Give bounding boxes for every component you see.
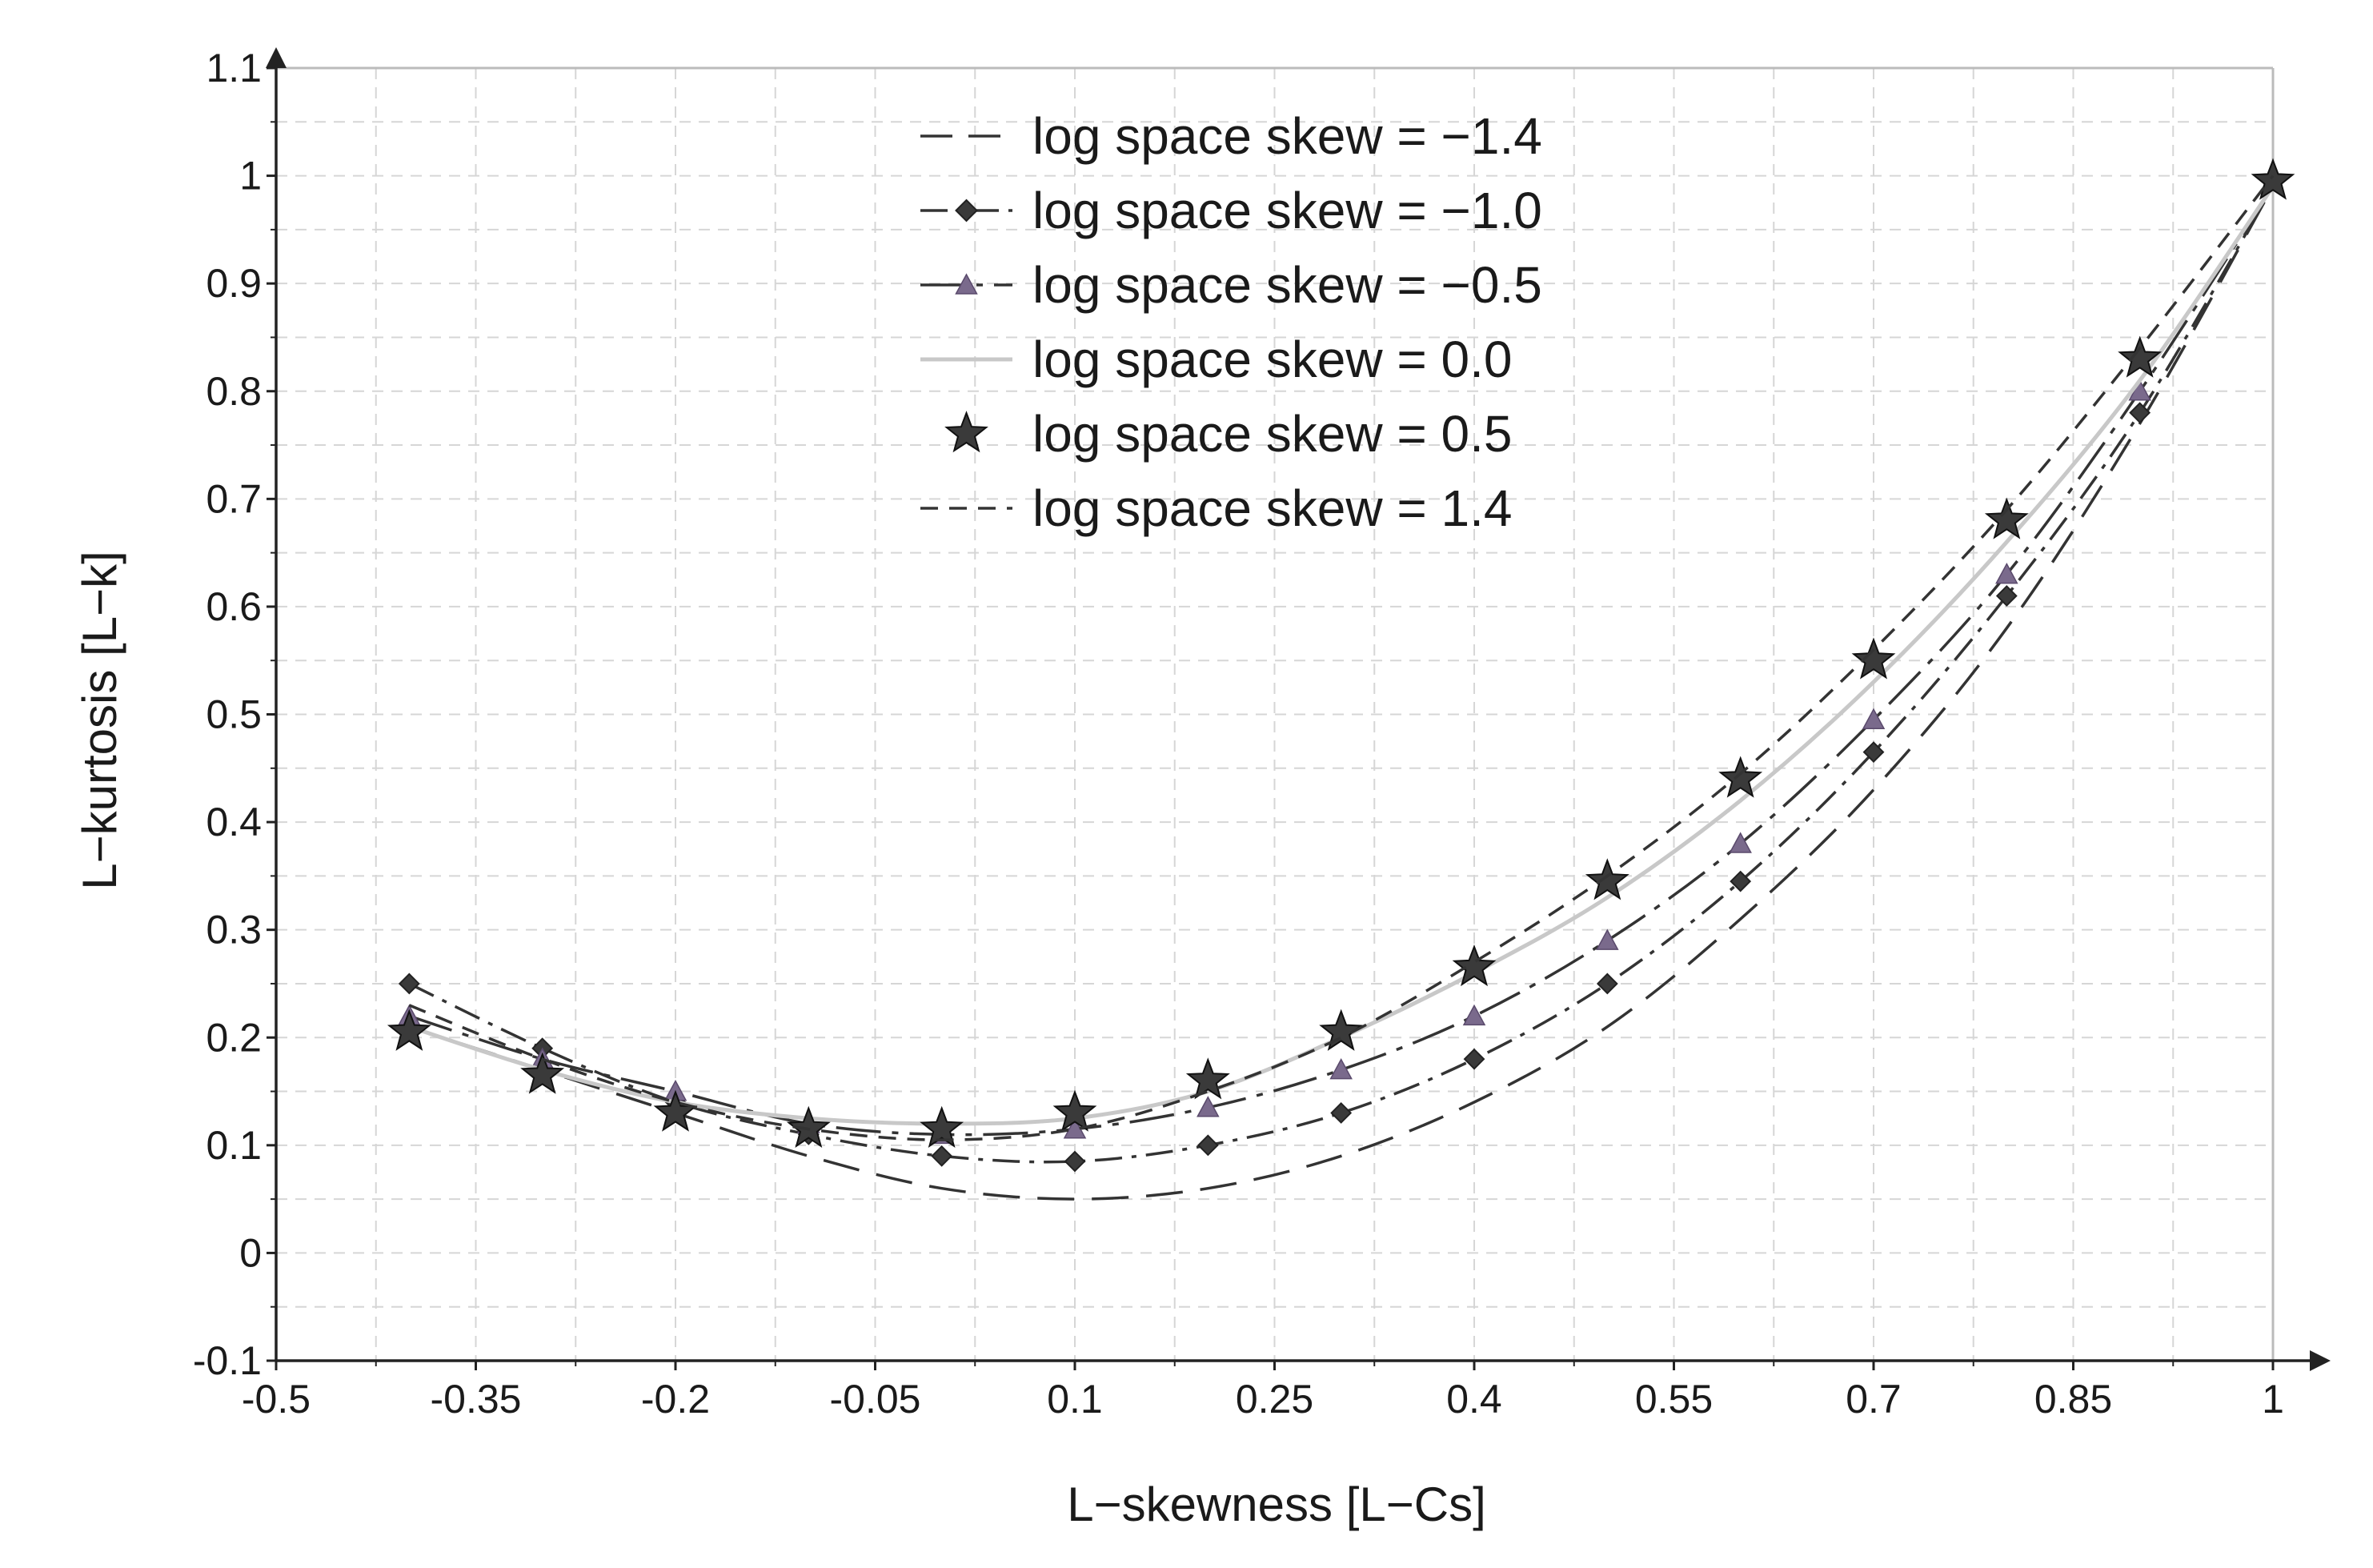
diamond-marker xyxy=(1330,1102,1353,1124)
x-tick-label: -0.5 xyxy=(242,1377,311,1422)
diamond-marker xyxy=(1862,741,1885,764)
legend-label: log space skew = 0.5 xyxy=(1032,405,1512,463)
triangle-marker xyxy=(1462,1004,1486,1026)
x-tick-label: 0.85 xyxy=(2034,1377,2112,1422)
triangle-marker xyxy=(1729,832,1752,853)
star-marker xyxy=(786,1105,831,1149)
y-tick-label: 0.6 xyxy=(206,584,262,629)
legend-item: log space skew = 1.4 xyxy=(920,479,1512,537)
y-axis-title: L−kurtosis [L−k] xyxy=(73,551,126,890)
y-tick-label: 0.8 xyxy=(206,369,262,414)
diamond-marker xyxy=(1463,1048,1485,1070)
y-tick-label: 0.9 xyxy=(206,261,262,306)
diamond-marker xyxy=(1596,972,1618,995)
legend: log space skew = −1.4 log space skew = −1… xyxy=(920,107,1542,537)
series-line xyxy=(408,174,2275,1141)
x-axis-arrow-icon xyxy=(2310,1350,2331,1371)
plot-frame xyxy=(276,66,2275,1361)
x-axis-title: L−skewness [L−Cs] xyxy=(1067,1478,1486,1531)
legend-label: log space skew = −0.5 xyxy=(1032,256,1542,314)
y-tick-label: 0.4 xyxy=(206,800,262,844)
star-marker xyxy=(1052,1089,1097,1132)
legend-item: log space skew = −0.5 xyxy=(920,256,1542,314)
triangle-marker xyxy=(1995,562,2018,584)
star-marker xyxy=(1319,1009,1364,1051)
star-marker xyxy=(1452,944,1497,987)
star-marker xyxy=(1185,1057,1230,1100)
y-tick-label: 1.1 xyxy=(206,46,262,90)
x-tick-label: 0.4 xyxy=(1446,1377,1502,1422)
diamond-marker xyxy=(1995,585,2018,607)
legend-item: log space skew = −1.4 xyxy=(920,107,1542,165)
diamond-marker xyxy=(398,972,420,995)
series-3 xyxy=(408,185,2275,1126)
x-tick-label: 0.7 xyxy=(1846,1377,1902,1422)
star-marker xyxy=(520,1052,565,1094)
x-tick-label: 0.55 xyxy=(1635,1377,1713,1422)
legend-label: log space skew = 0.0 xyxy=(1032,331,1512,388)
star-marker xyxy=(387,1009,431,1051)
star-marker xyxy=(944,411,988,453)
series-line xyxy=(408,186,2275,1164)
diamond-marker xyxy=(1730,870,1752,892)
x-tick-label: 0.25 xyxy=(1236,1377,1313,1422)
x-tick-label: -0.2 xyxy=(641,1377,710,1422)
triangle-marker xyxy=(1862,708,1886,730)
star-marker xyxy=(1718,756,1763,798)
star-marker xyxy=(920,1105,964,1149)
star-marker xyxy=(2118,335,2163,378)
legend-item: log space skew = −1.0 xyxy=(920,182,1542,239)
series-5 xyxy=(408,174,2275,1141)
diamond-marker xyxy=(1064,1150,1086,1173)
x-tick-label: -0.05 xyxy=(830,1377,921,1422)
y-tick-label: 0.2 xyxy=(206,1015,262,1060)
star-marker xyxy=(2251,158,2295,200)
y-tick-label: 0.7 xyxy=(206,476,262,521)
diamond-marker xyxy=(2129,402,2151,424)
y-tick-label: 0.1 xyxy=(206,1123,262,1168)
diamond-marker xyxy=(955,199,978,223)
y-tick-label: 0.3 xyxy=(206,908,262,952)
series-0 xyxy=(408,186,2275,1201)
triangle-marker xyxy=(1197,1096,1220,1117)
y-tick-label: 0 xyxy=(239,1230,262,1275)
series-layer xyxy=(387,158,2295,1201)
legend-item: log space skew = 0.5 xyxy=(944,405,1512,463)
y-tick-label: -0.1 xyxy=(193,1338,262,1383)
legend-item: log space skew = 0.0 xyxy=(920,331,1512,388)
y-axis-arrow-icon xyxy=(266,47,287,68)
series-4 xyxy=(387,158,2295,1149)
triangle-marker xyxy=(1329,1058,1353,1080)
y-tick-label: 0.5 xyxy=(206,692,262,737)
star-marker xyxy=(1851,637,1896,680)
x-tick-label: 1 xyxy=(2262,1377,2284,1422)
series-1 xyxy=(398,186,2275,1173)
star-marker xyxy=(1585,858,1629,900)
triangle-marker xyxy=(1596,928,1619,950)
triangle-marker xyxy=(955,273,978,295)
legend-label: log space skew = −1.0 xyxy=(1032,182,1542,239)
series-line xyxy=(408,186,2275,1201)
x-tick-label: 0.1 xyxy=(1047,1377,1103,1422)
x-tick-label: -0.35 xyxy=(431,1377,522,1422)
legend-label: log space skew = −1.4 xyxy=(1032,107,1542,165)
diamond-marker xyxy=(1197,1134,1219,1157)
star-marker xyxy=(1984,497,2029,539)
y-tick-label: 1 xyxy=(239,154,262,199)
series-line xyxy=(408,185,2275,1126)
legend-label: log space skew = 1.4 xyxy=(1032,479,1512,537)
grid xyxy=(276,68,2273,1361)
diamond-marker xyxy=(931,1145,953,1167)
axes: -0.5 -0.35 -0.2 -0.05 0.1 0.25 0.4 0.55 0.7 0.85 1… xyxy=(193,46,2331,1422)
